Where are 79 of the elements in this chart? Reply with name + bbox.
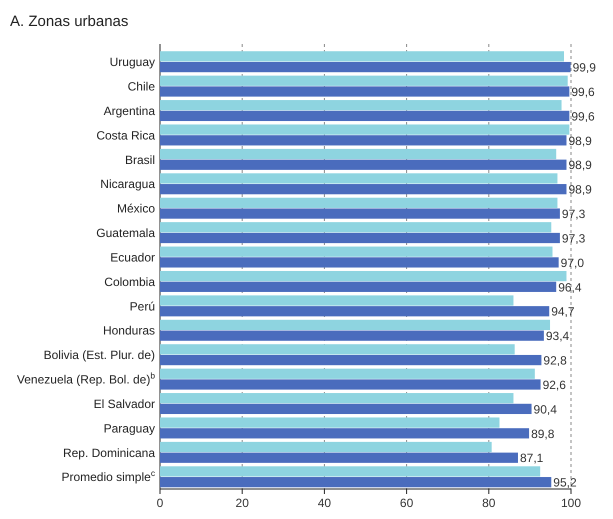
bar bbox=[160, 417, 500, 428]
x-tick-label: 100 bbox=[560, 496, 582, 510]
data-label: 98,9 bbox=[568, 134, 592, 148]
data-label: 97,3 bbox=[562, 231, 586, 246]
y-tick-label: Colombia bbox=[104, 274, 156, 289]
bar bbox=[160, 257, 559, 268]
y-tick-label: Brasil bbox=[124, 152, 155, 167]
bar bbox=[160, 198, 558, 208]
bar bbox=[160, 232, 560, 244]
bar bbox=[160, 295, 514, 306]
bar bbox=[160, 477, 552, 488]
x-tick-label: 60 bbox=[400, 496, 414, 510]
bar bbox=[160, 404, 532, 414]
bar bbox=[160, 62, 571, 72]
bar bbox=[160, 270, 566, 282]
y-tick-label: Costa Rica bbox=[96, 128, 156, 142]
bar bbox=[160, 282, 556, 292]
bar bbox=[160, 344, 515, 354]
bar bbox=[160, 173, 558, 184]
bar bbox=[160, 330, 544, 341]
y-tick-label: Bolivia (Est. Plur. de) bbox=[44, 348, 156, 362]
bar bbox=[160, 51, 564, 62]
bar bbox=[160, 428, 530, 438]
bar bbox=[160, 148, 556, 160]
bar bbox=[160, 379, 541, 390]
data-label: 99,9 bbox=[572, 60, 596, 75]
bar bbox=[160, 110, 570, 122]
bar bbox=[160, 246, 553, 257]
chart-title: A. Zonas urbanas bbox=[10, 13, 128, 30]
bar bbox=[160, 76, 568, 86]
y-tick-label: Ecuador bbox=[110, 250, 155, 264]
bar bbox=[160, 135, 566, 146]
bar bbox=[160, 100, 562, 110]
y-tick-label: Venezuela (Rep. Bol. de)$^{b}$ bbox=[16, 370, 156, 387]
y-tick-label: México bbox=[116, 202, 156, 216]
y-tick-label: Nicaragua bbox=[100, 177, 156, 192]
y-tick-label: Promedio simple$^{c}$ bbox=[61, 468, 155, 484]
y-tick-label: Uruguay bbox=[110, 55, 155, 70]
bar bbox=[160, 393, 514, 404]
data-label: 95,2 bbox=[553, 476, 577, 490]
data-label: 96,4 bbox=[558, 280, 582, 294]
y-tick-label: Rep. Dominicana bbox=[62, 446, 156, 460]
bar bbox=[160, 124, 570, 135]
x-tick-label: 0 bbox=[156, 496, 164, 510]
data-label: 89,8 bbox=[531, 426, 555, 441]
x-tick-label: 20 bbox=[236, 496, 250, 510]
data-label: 92,8 bbox=[543, 354, 568, 368]
data-label: 87,1 bbox=[520, 451, 544, 466]
y-tick-label: El Salvador bbox=[94, 396, 155, 411]
y-tick-label: Paraguay bbox=[104, 421, 155, 436]
data-label: 90,4 bbox=[534, 402, 558, 416]
y-tick-label: Guatemala bbox=[96, 226, 156, 240]
data-label: 93,4 bbox=[546, 329, 570, 344]
bar bbox=[160, 86, 570, 97]
data-label: 99,6 bbox=[571, 109, 596, 124]
bar bbox=[160, 222, 552, 232]
bar bbox=[160, 368, 535, 379]
y-tick-label: Argentina bbox=[104, 104, 156, 118]
bar bbox=[160, 452, 518, 463]
bar bbox=[160, 354, 542, 366]
bar bbox=[160, 320, 550, 330]
x-tick-label: 40 bbox=[318, 496, 332, 510]
y-tick-label: Perú bbox=[130, 299, 155, 314]
bar bbox=[160, 442, 492, 452]
data-label: 99,6 bbox=[571, 84, 596, 99]
bar bbox=[160, 306, 550, 316]
data-label: 92,6 bbox=[542, 378, 566, 392]
y-tick-label: Honduras bbox=[102, 324, 155, 338]
data-label: 94,7 bbox=[551, 304, 575, 319]
bar bbox=[160, 466, 540, 477]
data-label: 98,9 bbox=[568, 182, 592, 197]
bar bbox=[160, 184, 566, 194]
y-tick-label: Chile bbox=[128, 80, 156, 94]
data-label: 97,3 bbox=[562, 207, 586, 222]
bar bbox=[160, 160, 566, 170]
bar bbox=[160, 208, 560, 219]
data-label: 97,0 bbox=[560, 256, 584, 270]
data-label: 98,9 bbox=[568, 158, 592, 172]
x-tick-label: 80 bbox=[482, 496, 496, 510]
